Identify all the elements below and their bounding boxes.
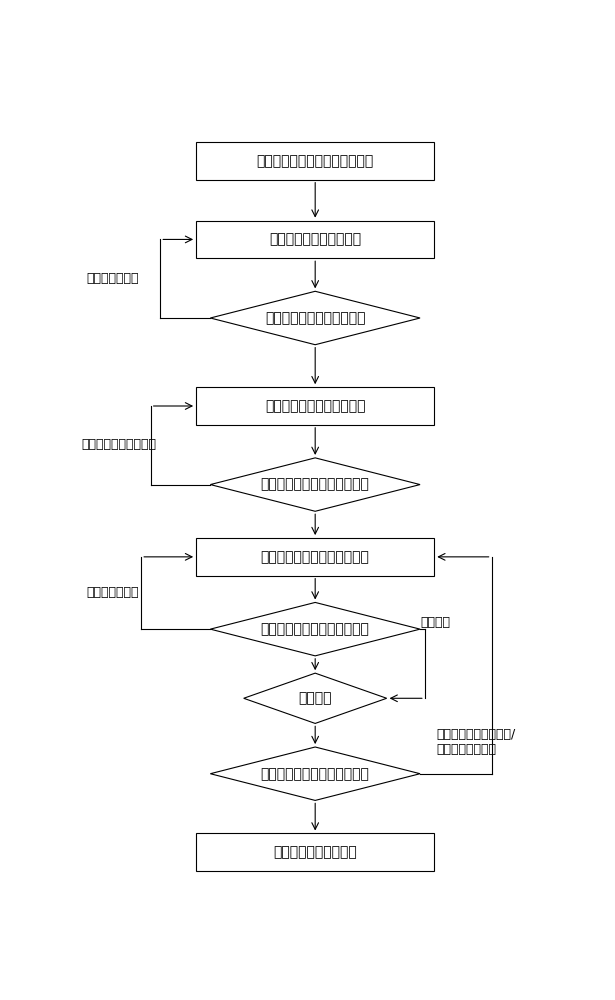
Text: 存在强应力区域: 存在强应力区域: [86, 586, 139, 599]
Text: 立体集成电路原理图设计: 立体集成电路原理图设计: [269, 232, 361, 246]
Bar: [196, 142, 434, 180]
Text: 立体集成电路叠层布局设计: 立体集成电路叠层布局设计: [265, 399, 365, 413]
Bar: [196, 833, 434, 871]
Text: 立体集成电路三维电互连设计: 立体集成电路三维电互连设计: [261, 550, 370, 564]
Polygon shape: [210, 458, 420, 511]
Text: 立体集成电路系统功能模块划分: 立体集成电路系统功能模块划分: [256, 154, 374, 168]
Text: 立体集成电路功能仿真验证: 立体集成电路功能仿真验证: [265, 311, 365, 325]
Text: 存在较严重串扰、振铃/
电源轨道塌陷问题: 存在较严重串扰、振铃/ 电源轨道塌陷问题: [437, 728, 516, 756]
Polygon shape: [210, 602, 420, 656]
Polygon shape: [244, 673, 387, 723]
Text: 时序仿真: 时序仿真: [298, 691, 332, 705]
Text: 立体集成电路叠层布局热仿真: 立体集成电路叠层布局热仿真: [261, 478, 370, 492]
Text: 信号完整性、电源完整性仿真: 信号完整性、电源完整性仿真: [261, 767, 370, 781]
Bar: [196, 221, 434, 258]
Text: 立体集成版图数据输出: 立体集成版图数据输出: [273, 845, 357, 859]
Text: 散热性能为达到最优化: 散热性能为达到最优化: [82, 438, 157, 451]
Text: 时序出错: 时序出错: [420, 616, 450, 629]
Polygon shape: [210, 747, 420, 800]
Text: 功能仿真不通过: 功能仿真不通过: [86, 272, 139, 285]
Bar: [196, 538, 434, 576]
Bar: [196, 387, 434, 425]
Text: 立体集成电路热机械耦合仿真: 立体集成电路热机械耦合仿真: [261, 622, 370, 636]
Polygon shape: [210, 291, 420, 345]
